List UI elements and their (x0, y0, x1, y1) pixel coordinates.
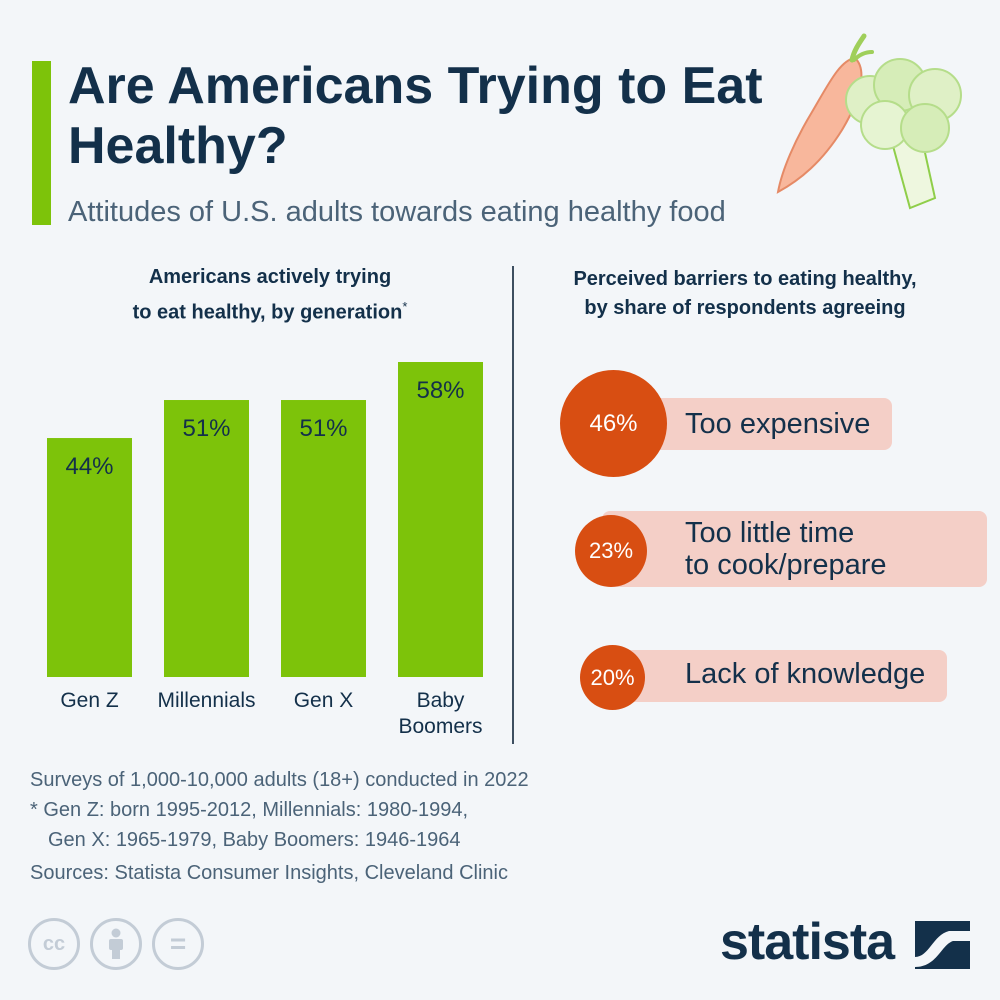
category-label: Gen X (294, 689, 354, 712)
bar-value-label: 58% (416, 377, 464, 404)
broccoli-icon (845, 58, 962, 210)
barrier-item: 46% Too expensive (560, 370, 960, 477)
category-label: Gen Z (60, 689, 119, 712)
barrier-label: Too expensive (685, 408, 870, 440)
notes: Surveys of 1,000-10,000 adults (18+) con… (30, 765, 730, 888)
person-icon (109, 928, 123, 959)
bar-gen-z (47, 438, 132, 677)
page-subtitle: Attitudes of U.S. adults towards eating … (68, 196, 726, 228)
attribution-icon[interactable] (90, 918, 142, 970)
category-label: Millennials (157, 689, 255, 712)
left-panel-title-line1: Americans actively trying (148, 266, 392, 288)
survey-note: Surveys of 1,000-10,000 adults (18+) con… (30, 769, 529, 791)
sources-note: Sources: Statista Consumer Insights, Cle… (30, 862, 508, 884)
barrier-pill (602, 650, 947, 702)
left-panel-title-line2: to eat healthy, by generation (132, 301, 403, 324)
no-derivatives-icon[interactable]: = (152, 918, 204, 970)
page-title: Are Americans Trying to Eat Healthy? (68, 57, 763, 175)
barrier-label-line2: to cook/prepare (685, 549, 887, 581)
statista-logo-text[interactable]: statista (720, 913, 895, 971)
footnote-line2: Gen X: 1965-1979, Baby Boomers: 1946-196… (48, 829, 461, 851)
footnote-line1: * Gen Z: born 1995-2012, Millennials: 19… (30, 799, 469, 821)
footnote-mark: * (402, 299, 408, 314)
barrier-label-line1: Too expensive (685, 408, 871, 440)
carrot-broccoli-illustration (776, 33, 962, 210)
bar-gen-x (281, 400, 366, 677)
bar-value-label: 51% (182, 415, 230, 442)
barrier-item: 20% Lack of knowledge (560, 640, 960, 740)
cc-icon[interactable]: cc (28, 918, 80, 970)
right-panel-title: Perceived barriers to eating healthy, by… (525, 265, 965, 323)
barrier-value-circle: 46% (560, 370, 667, 477)
bar-baby-boomers (398, 362, 483, 677)
statista-logo-mark-icon (915, 921, 970, 969)
right-panel-title-line2: by share of respondents agreeing (584, 297, 906, 319)
barrier-label-line1: Too little time (685, 517, 855, 549)
barrier-value-circle: 20% (580, 645, 645, 710)
barrier-item: 23% Too little time to cook/prepare (560, 505, 987, 605)
left-panel-title: Americans actively trying to eat healthy… (60, 263, 480, 328)
right-panel-title-line1: Perceived barriers to eating healthy, (573, 268, 917, 290)
barrier-label: Lack of knowledge (685, 658, 925, 690)
barrier-pill (602, 511, 987, 587)
barrier-label: Too little time to cook/prepare (685, 517, 887, 581)
bar-millennials (164, 400, 249, 677)
bar-value-label: 51% (299, 415, 347, 442)
category-label: Boomers (398, 715, 482, 738)
bar-value-label: 44% (65, 453, 113, 480)
panel-divider (512, 266, 514, 744)
license-icons: cc = (28, 918, 208, 974)
category-label: Baby (417, 689, 465, 712)
barrier-label-line1: Lack of knowledge (685, 658, 926, 690)
barrier-value-circle: 23% (575, 515, 647, 587)
title-accent-bar (32, 61, 51, 225)
